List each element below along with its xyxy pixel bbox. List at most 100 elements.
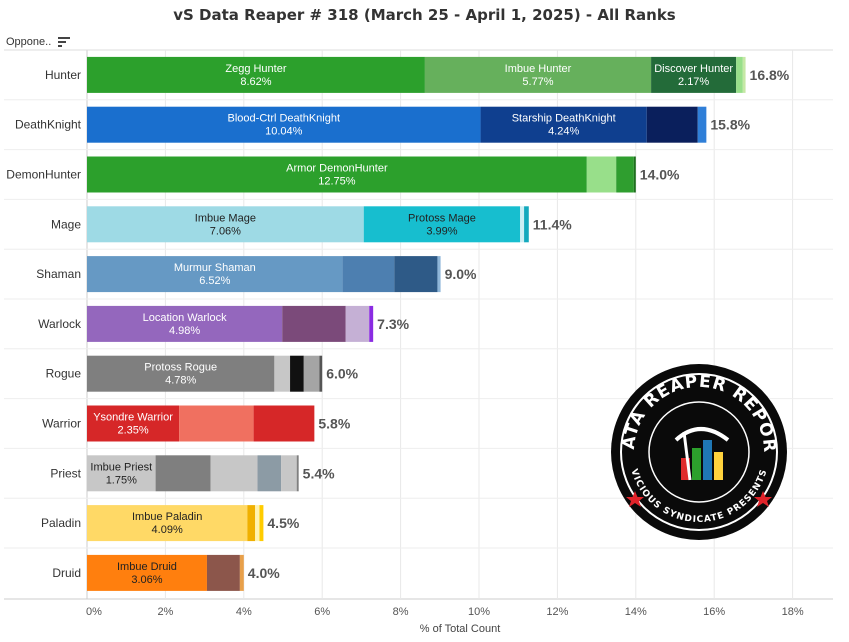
bar-segment[interactable] (206, 554, 240, 591)
bar-segment[interactable] (520, 206, 525, 243)
bar-segment[interactable] (87, 405, 180, 442)
bar-segment[interactable] (586, 156, 617, 193)
segment-value-label: 4.78% (165, 375, 196, 387)
bar-segment[interactable] (437, 256, 441, 293)
bar-segment[interactable] (651, 56, 737, 93)
bar-segment[interactable] (369, 305, 374, 342)
bar-segment[interactable] (155, 455, 211, 492)
x-tick-label: 6% (314, 606, 330, 618)
sort-header[interactable]: Oppone.. (6, 36, 71, 48)
bar-segment[interactable] (303, 355, 320, 392)
bar-segment[interactable] (87, 256, 343, 293)
segment-name-label: Protoss Rogue (144, 362, 217, 374)
bar-segment[interactable] (424, 56, 652, 93)
segment-value-label: 5.77% (522, 76, 553, 88)
category-label: Paladin (41, 516, 81, 530)
segment-value-label: 6.52% (199, 275, 230, 287)
category-label: DemonHunter (6, 168, 81, 182)
bar-segment[interactable] (87, 554, 207, 591)
bar-segment[interactable] (736, 56, 743, 93)
category-label: Priest (50, 466, 81, 480)
segment-name-label: Zegg Hunter (225, 63, 286, 75)
bar-segment[interactable] (87, 106, 481, 143)
segment-name-label: Starship DeathKnight (512, 113, 616, 125)
sort-icon[interactable] (58, 37, 71, 48)
segment-value-label: 2.17% (678, 76, 709, 88)
segment-value-label: 12.75% (318, 176, 356, 188)
x-tick-label: 12% (546, 606, 568, 618)
segment-value-label: 10.04% (265, 126, 303, 138)
bar-segment[interactable] (345, 305, 370, 342)
bar-segment[interactable] (742, 56, 746, 93)
segment-value-label: 4.98% (169, 325, 200, 337)
segment-value-label: 2.35% (117, 425, 148, 437)
segment-name-label: Murmur Shaman (174, 262, 256, 274)
segment-name-label: Discover Hunter (654, 63, 733, 75)
category-label: Druid (52, 566, 81, 580)
segment-name-label: Blood-Ctrl DeathKnight (228, 113, 341, 125)
bar-segment[interactable] (257, 455, 282, 492)
chart-title: vS Data Reaper # 318 (March 25 - April 1… (173, 6, 676, 24)
bar-segment[interactable] (87, 206, 364, 243)
bar-segment[interactable] (319, 355, 323, 392)
bar-segment[interactable] (616, 156, 634, 193)
bar-segment[interactable] (253, 405, 315, 442)
bars (87, 56, 746, 591)
category-label: DeathKnight (15, 118, 82, 132)
segment-value-label: 3.06% (131, 574, 162, 586)
x-tick-label: 4% (236, 606, 252, 618)
bar-segment[interactable] (281, 455, 297, 492)
bar-total-label: 4.5% (267, 515, 299, 531)
bar-segment[interactable] (274, 355, 291, 392)
segment-name-label: Imbue Mage (195, 212, 256, 224)
bar-segment[interactable] (296, 455, 299, 492)
segment-value-label: 4.09% (152, 524, 183, 536)
bar-segment[interactable] (87, 355, 275, 392)
sort-header-label: Oppone.. (6, 36, 52, 48)
bar-segment[interactable] (87, 156, 587, 193)
x-tick-label: 14% (625, 606, 647, 618)
segment-name-label: Imbue Druid (117, 561, 177, 573)
bar-segment[interactable] (247, 505, 256, 542)
category-label: Shaman (36, 267, 81, 281)
bar-total-label: 6.0% (326, 366, 358, 382)
category-label: Warrior (42, 417, 81, 431)
segment-value-label: 7.06% (210, 225, 241, 237)
bar-segment[interactable] (179, 405, 254, 442)
logo-bar-icon (674, 427, 730, 481)
segment-value-label: 1.75% (106, 474, 137, 486)
category-label: Rogue (46, 367, 82, 381)
bar-segment[interactable] (282, 305, 346, 342)
bar-total-label: 4.0% (248, 565, 280, 581)
bar-segment[interactable] (87, 56, 425, 93)
bar-segment[interactable] (697, 106, 707, 143)
bar-segment[interactable] (259, 505, 264, 542)
bar-segment[interactable] (394, 256, 438, 293)
bar-total-label: 9.0% (445, 266, 477, 282)
bar-total-label: 5.4% (303, 465, 335, 481)
bar-segment[interactable] (87, 455, 156, 492)
segment-name-label: Imbue Priest (90, 461, 152, 473)
bar-segment[interactable] (87, 305, 283, 342)
category-label: Warlock (38, 317, 82, 331)
bar-segment[interactable] (524, 206, 529, 243)
segment-name-label: Imbue Paladin (132, 511, 202, 523)
bar-segment[interactable] (363, 206, 521, 243)
segment-value-label: 8.62% (240, 76, 271, 88)
bar-total-label: 15.8% (710, 117, 750, 133)
x-tick-label: 8% (393, 606, 409, 618)
bar-segment[interactable] (255, 505, 260, 542)
bar-segment[interactable] (210, 455, 258, 492)
bar-segment[interactable] (342, 256, 395, 293)
segment-name-label: Ysondre Warrior (93, 412, 173, 424)
bar-segment[interactable] (480, 106, 647, 143)
segment-value-label: 4.24% (548, 126, 579, 138)
bar-segment[interactable] (633, 156, 636, 193)
bar-segment[interactable] (646, 106, 698, 143)
bar-segment[interactable] (290, 355, 304, 392)
bar-segment[interactable] (239, 554, 244, 591)
bar-total-label: 7.3% (377, 316, 409, 332)
x-tick-label: 18% (782, 606, 804, 618)
bar-segment[interactable] (87, 505, 248, 542)
